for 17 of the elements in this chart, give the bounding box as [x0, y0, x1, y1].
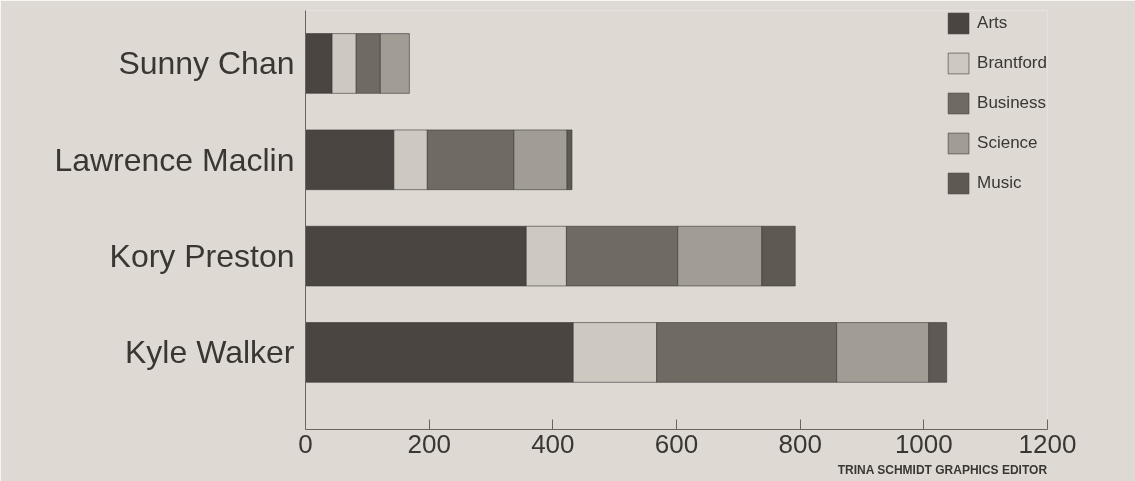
legend-label: Arts	[977, 13, 1008, 33]
y-tick-label: Lawrence Maclin	[54, 141, 295, 178]
x-tick-label: 1200	[1018, 428, 1077, 459]
legend-label: Business	[977, 93, 1047, 113]
legend-label: Brantford	[977, 53, 1047, 73]
x-tick-label: 600	[654, 428, 699, 459]
y-tick-label: Sunny Chan	[118, 45, 295, 82]
text: TRINA SCHMIDT GRAPHICS EDITOR	[837, 462, 1048, 477]
y-tick-label: Kory Preston	[109, 238, 295, 275]
legend-label: Science	[977, 133, 1038, 153]
y-tick-label: Kyle Walker	[124, 334, 295, 371]
legend-label: Music	[977, 173, 1022, 193]
x-tick-label: 400	[531, 428, 575, 459]
x-tick-label: 200	[407, 428, 451, 459]
x-tick-label: 800	[778, 428, 822, 459]
x-tick-label: 1000	[894, 428, 953, 459]
x-tick-label: 0	[298, 428, 313, 459]
